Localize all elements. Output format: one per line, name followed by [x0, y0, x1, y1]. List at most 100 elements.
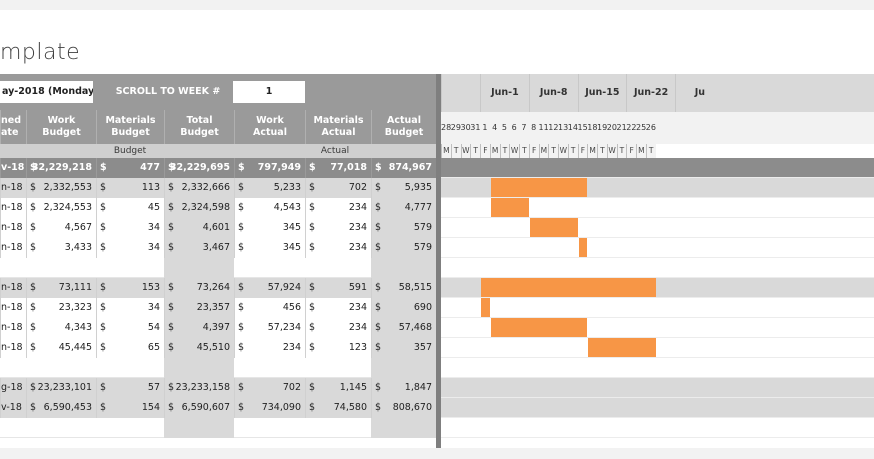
- cell-ab[interactable]: $357: [371, 338, 436, 358]
- cell-mb[interactable]: $34: [96, 218, 164, 238]
- cell-date[interactable]: v-18: [0, 398, 26, 418]
- cell-tb[interactable]: $2,332,666: [164, 178, 234, 198]
- cell-mb[interactable]: $57: [96, 378, 164, 398]
- cell-mb[interactable]: $34: [96, 298, 164, 318]
- cell-ab[interactable]: $5,935: [371, 178, 436, 198]
- day-of-week: T: [645, 144, 656, 158]
- cell-value: 4,777: [404, 202, 432, 213]
- cell-value: n-18: [1, 182, 23, 193]
- cell-ma[interactable]: $234: [305, 198, 371, 218]
- cell-ma[interactable]: $234: [305, 238, 371, 258]
- cell-tb[interactable]: $3,467: [164, 238, 234, 258]
- cell-date[interactable]: g-18: [0, 378, 26, 398]
- cell-ma[interactable]: $123: [305, 338, 371, 358]
- cell-ma[interactable]: $234: [305, 218, 371, 238]
- cell-date[interactable]: n-18: [0, 338, 26, 358]
- currency-symbol: $: [238, 202, 245, 213]
- cell-ma[interactable]: $234: [305, 318, 371, 338]
- cell-ma[interactable]: $77,018: [305, 158, 371, 178]
- cell-date[interactable]: n-18: [0, 218, 26, 238]
- cell-wb[interactable]: $2,332,553: [26, 178, 96, 198]
- currency-symbol: $: [238, 342, 245, 353]
- cell-date[interactable]: n-18: [0, 278, 26, 298]
- cell-ma[interactable]: $74,580: [305, 398, 371, 418]
- cell-tb[interactable]: $73,264: [164, 278, 234, 298]
- cell-wb[interactable]: $45,445: [26, 338, 96, 358]
- cell-ab[interactable]: $4,777: [371, 198, 436, 218]
- cell-wa[interactable]: $702: [234, 378, 305, 398]
- cell-tb[interactable]: $2,324,598: [164, 198, 234, 218]
- cell-wa[interactable]: $57,924: [234, 278, 305, 298]
- cell-wb[interactable]: $4,567: [26, 218, 96, 238]
- cell-tb[interactable]: $23,357: [164, 298, 234, 318]
- cell-wb[interactable]: $3,433: [26, 238, 96, 258]
- cell-wa[interactable]: $797,949: [234, 158, 305, 178]
- cell-wa[interactable]: $734,090: [234, 398, 305, 418]
- scroll-to-week-input[interactable]: 1: [233, 81, 305, 103]
- cell-wa[interactable]: $345: [234, 218, 305, 238]
- currency-symbol: $: [375, 382, 382, 393]
- cell-tb[interactable]: $45,510: [164, 338, 234, 358]
- cell-value: 1,847: [404, 382, 432, 393]
- cell-wa[interactable]: $234: [234, 338, 305, 358]
- currency-symbol: $: [100, 222, 107, 233]
- cell-wa[interactable]: $5,233: [234, 178, 305, 198]
- currency-symbol: $: [309, 242, 316, 253]
- cell-ma[interactable]: $702: [305, 178, 371, 198]
- cell-date[interactable]: n-18: [0, 298, 26, 318]
- cell-tb[interactable]: $4,601: [164, 218, 234, 238]
- cell-ma[interactable]: $1,145: [305, 378, 371, 398]
- day-of-week: W: [460, 144, 471, 158]
- cell-wa[interactable]: $345: [234, 238, 305, 258]
- cell-tb[interactable]: $4,397: [164, 318, 234, 338]
- cell-value: 74,580: [333, 402, 367, 413]
- currency-symbol: $: [100, 242, 107, 253]
- cell-value: 23,357: [196, 302, 230, 313]
- cell-mb[interactable]: $34: [96, 238, 164, 258]
- cell-mb[interactable]: $154: [96, 398, 164, 418]
- cell-mb[interactable]: $54: [96, 318, 164, 338]
- cell-mb[interactable]: $153: [96, 278, 164, 298]
- cell-date[interactable]: n-18: [0, 318, 26, 338]
- cell-mb[interactable]: $477: [96, 158, 164, 178]
- day-of-week: T: [450, 144, 461, 158]
- cell-ab[interactable]: $579: [371, 218, 436, 238]
- cell-ma[interactable]: $591: [305, 278, 371, 298]
- cell-wa[interactable]: $57,234: [234, 318, 305, 338]
- cell-value: 153: [141, 282, 160, 293]
- cell-wa[interactable]: $4,543: [234, 198, 305, 218]
- currency-symbol: $: [168, 202, 175, 213]
- cell-ab[interactable]: $58,515: [371, 278, 436, 298]
- cell-wb[interactable]: $23,323: [26, 298, 96, 318]
- cell-ab[interactable]: $690: [371, 298, 436, 318]
- cell-ab[interactable]: $874,967: [371, 158, 436, 178]
- cell-ab[interactable]: $57,468: [371, 318, 436, 338]
- gantt-bar: [529, 218, 578, 237]
- cell-wb[interactable]: $4,343: [26, 318, 96, 338]
- cell-wa[interactable]: $456: [234, 298, 305, 318]
- cell-ab[interactable]: $1,847: [371, 378, 436, 398]
- cell-ab[interactable]: $579: [371, 238, 436, 258]
- cell-ma[interactable]: $234: [305, 298, 371, 318]
- cell-wb[interactable]: $2,324,553: [26, 198, 96, 218]
- currency-symbol: $: [309, 202, 316, 213]
- cell-wb[interactable]: $32,229,218: [26, 158, 96, 178]
- cell-wb[interactable]: $73,111: [26, 278, 96, 298]
- cell-ab[interactable]: $808,670: [371, 398, 436, 418]
- cell-date[interactable]: n-18: [0, 198, 26, 218]
- cell-tb[interactable]: $23,233,158: [164, 378, 234, 398]
- cell-mb[interactable]: $65: [96, 338, 164, 358]
- cell-date[interactable]: n-18: [0, 238, 26, 258]
- cell-mb[interactable]: $113: [96, 178, 164, 198]
- cell-date[interactable]: v-18: [0, 158, 26, 178]
- start-date-field[interactable]: ay-2018 (Monday): [0, 81, 93, 103]
- currency-symbol: $: [375, 202, 382, 213]
- cell-date[interactable]: n-18: [0, 178, 26, 198]
- week-header: Jun-8: [528, 74, 578, 112]
- cell-wb[interactable]: $6,590,453: [26, 398, 96, 418]
- cell-tb[interactable]: $6,590,607: [164, 398, 234, 418]
- cell-tb[interactable]: $32,229,695: [164, 158, 234, 178]
- cell-wb[interactable]: $23,233,101: [26, 378, 96, 398]
- cell-mb[interactable]: $45: [96, 198, 164, 218]
- cell-value: 34: [147, 242, 160, 253]
